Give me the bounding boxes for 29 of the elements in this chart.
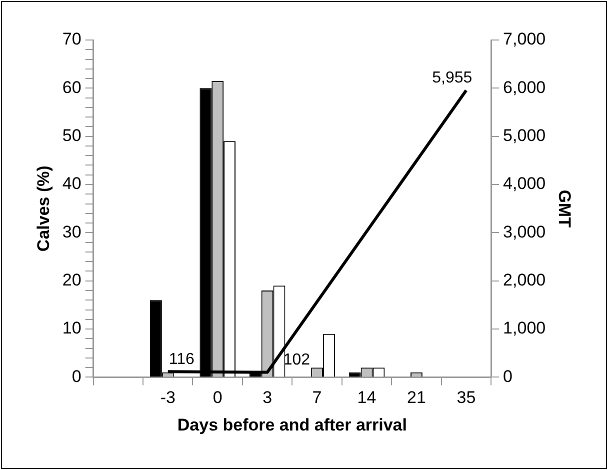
y2-tick-label: 2,000 (503, 270, 546, 290)
data-label: 5,955 (432, 70, 472, 87)
y-tick-label: 30 (62, 222, 82, 242)
x-tick-label: 3 (262, 388, 272, 408)
y-tick-label: 70 (62, 30, 82, 49)
y2-tick-label: 3,000 (503, 222, 546, 242)
y-tick-label: 60 (62, 78, 82, 97)
y-tick-label: 40 (62, 174, 82, 194)
x-tick-label: -3 (160, 388, 176, 408)
data-label: 102 (283, 352, 310, 369)
x-tick-label: 21 (407, 388, 426, 408)
y2-tick-label: 6,000 (503, 78, 546, 97)
x-tick-label: 14 (357, 388, 376, 408)
x-axis-title: Days before and after arrival (177, 415, 407, 434)
y-tick-label: 20 (62, 270, 82, 290)
y-axis-title: Calves (%) (34, 166, 53, 252)
y-tick-label: 10 (62, 318, 82, 338)
x-tick-label: 35 (456, 388, 476, 408)
y2-tick-label: 5,000 (503, 126, 546, 146)
y2-tick-label: 1,000 (503, 318, 546, 338)
y2-axis-title: GMT (555, 190, 574, 228)
y-tick-label: 50 (62, 126, 82, 146)
y2-tick-label: 4,000 (503, 174, 546, 194)
x-tick-label: 0 (212, 388, 222, 408)
x-tick-label: 7 (312, 388, 322, 408)
y2-tick-label: 0 (503, 366, 513, 386)
data-label: 116 (168, 351, 194, 368)
y-tick-label: 0 (72, 366, 82, 386)
y2-tick-label: 7,000 (503, 30, 546, 49)
